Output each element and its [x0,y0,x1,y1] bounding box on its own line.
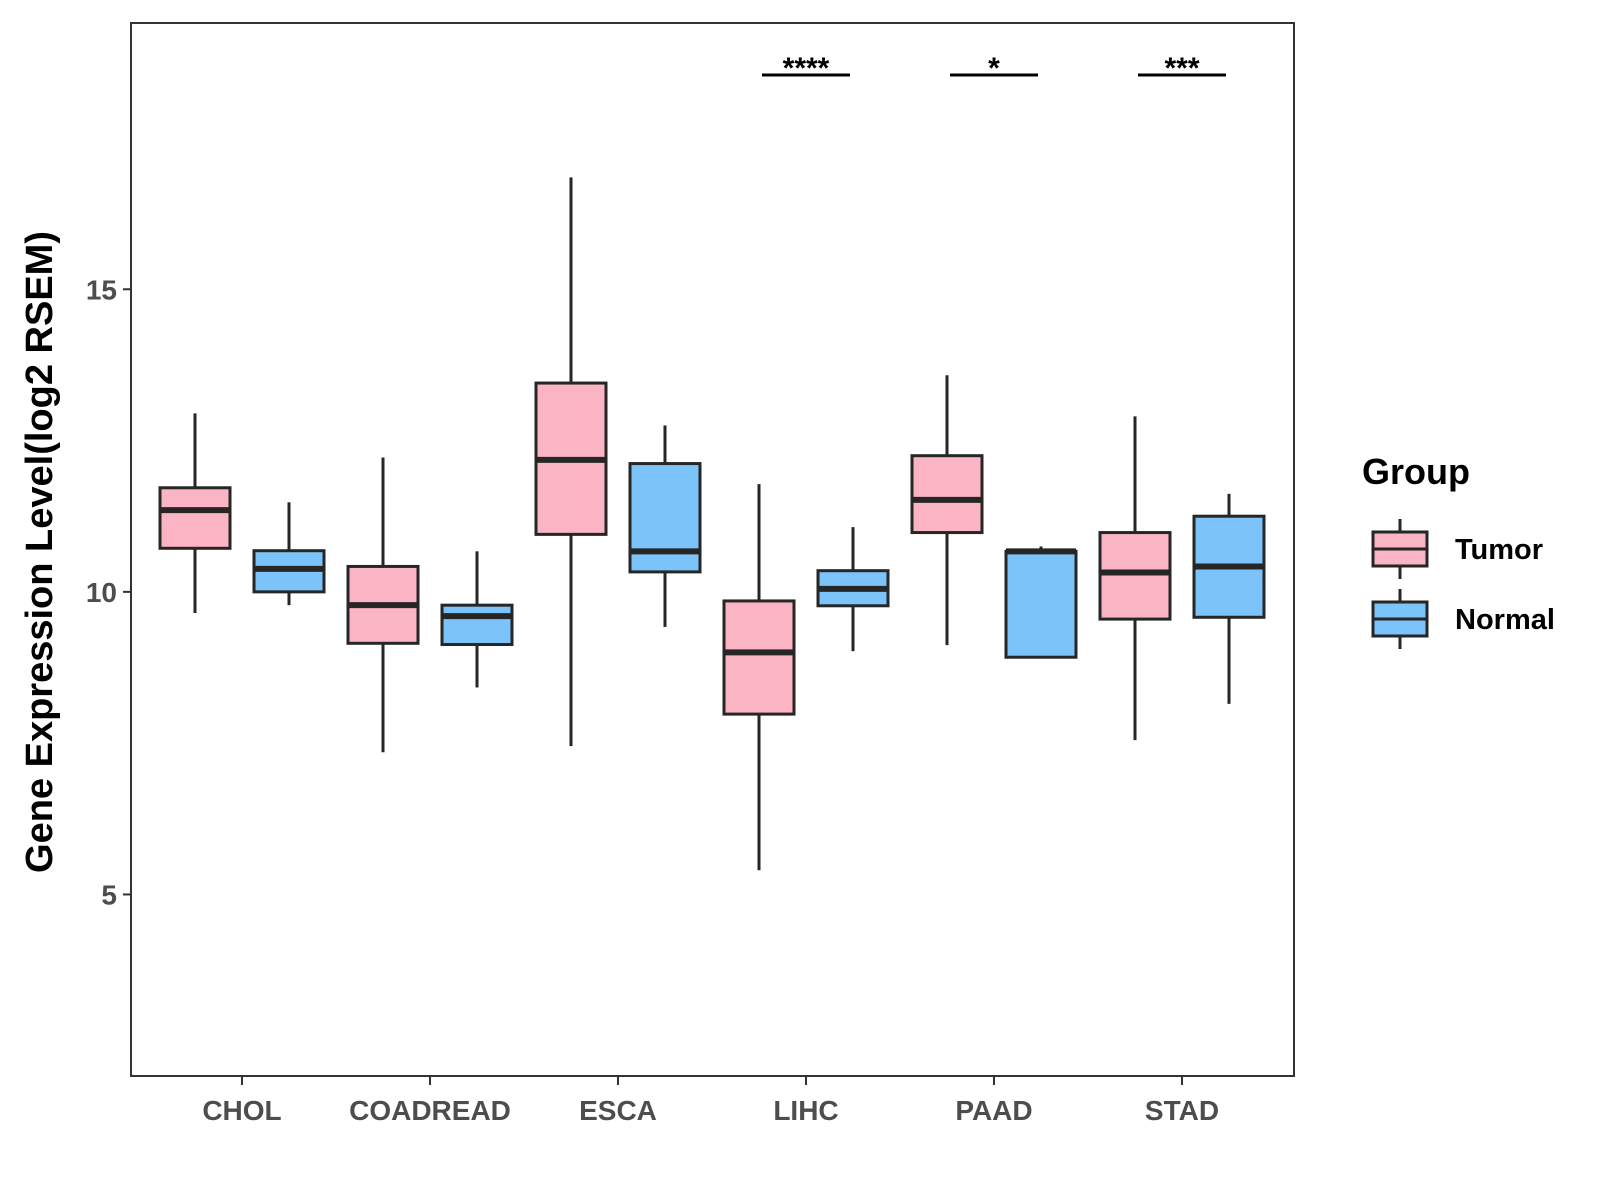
legend-label: Normal [1455,604,1555,636]
box-normal-chol [252,502,326,606]
legend-item-tumor: Tumor [1371,519,1543,579]
box-body [1004,549,1078,659]
box-tumor-coadread [346,457,420,753]
y-axis-title: Gene Expression Level(log2 RSEM) [19,231,61,873]
box-tumor-esca [534,177,608,747]
box-normal-paad [1004,546,1078,659]
box-body [1098,531,1172,621]
x-tick-label: CHOL [202,1095,281,1126]
y-tick-label: 10 [86,577,117,608]
significance-label: * [988,52,1000,85]
x-tick-label: COADREAD [349,1095,511,1126]
box-body [628,462,702,574]
x-axis: CHOL COADREAD ESCA LIHC PAAD STAD [202,1076,1219,1126]
box-normal-lihc [816,527,890,652]
x-tick-label: ESCA [579,1095,657,1126]
legend-item-normal: Normal [1371,589,1555,649]
legend-label: Tumor [1455,534,1543,566]
legend: Group Tumor Normal [1362,451,1555,649]
box-body [910,454,984,535]
y-axis: 5 10 15 [86,274,131,910]
significance-label: *** [1164,52,1199,85]
legend-title: Group [1362,451,1470,492]
box-normal-esca [628,425,702,627]
significance-label: **** [783,52,830,85]
box-tumor-chol [158,413,232,614]
box-body [158,486,232,550]
x-tick-label: PAAD [955,1095,1032,1126]
y-tick-label: 5 [101,879,117,910]
y-tick-label: 15 [86,274,117,305]
box-normal-stad [1192,493,1266,704]
box-normal-coadread [440,551,514,688]
box-tumor-lihc [722,484,796,871]
x-tick-label: STAD [1145,1095,1219,1126]
box-body [440,603,514,647]
x-tick-label: LIHC [773,1095,838,1126]
box-body [722,599,796,716]
box-tumor-stad [1098,416,1172,741]
significance-annotations: **** * *** [762,52,1226,85]
boxes-layer [158,177,1266,871]
box-tumor-paad [910,375,984,646]
